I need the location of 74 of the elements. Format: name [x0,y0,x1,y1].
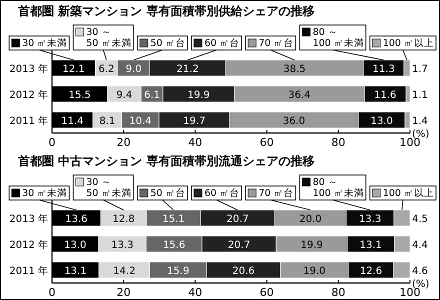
y-tick-label: 2011 年 [9,115,48,127]
data-label: 11.6 [374,90,396,101]
data-label: 14.2 [113,266,136,277]
data-label: 21.2 [176,64,199,75]
x-tick-label: 40 [188,136,202,149]
data-label: 11.4 [61,116,84,127]
data-label: 6.2 [98,64,114,75]
data-label: 15.6 [162,240,186,251]
data-label: 13.1 [64,266,87,277]
data-label: 38.5 [283,64,306,75]
data-label: 1.7 [412,64,428,75]
data-label: 13.6 [65,214,88,225]
data-label: 9.4 [116,90,132,101]
legend-label: 100 ㎡以上 [382,37,434,49]
y-tick-label: 2013 年 [9,213,48,225]
legend-label: 30 ㎡未満 [22,37,68,49]
data-label: 13.1 [360,240,382,251]
data-label: 9.0 [126,64,142,75]
legend-label: 30 ～ 50 ㎡未満 [86,177,132,199]
x-tick-label: 60 [260,136,274,149]
data-label: 36.4 [288,90,311,101]
data-label: 20.6 [232,266,255,277]
data-label: 6.1 [144,90,160,101]
chart-title: 首都圏 新築マンション 専有面積帯別供給シェアの推移 [17,4,314,18]
chart-title: 首都圏 中古マンション 専有面積帯別流通シェアの推移 [17,154,314,168]
y-tick-label: 2013 年 [9,63,48,75]
legend-label: 50 ㎡台 [150,187,186,199]
y-tick-label: 2012 年 [9,239,48,251]
data-label: 20.0 [299,214,322,225]
data-label: 19.9 [300,240,323,251]
data-label: 15.9 [167,266,190,277]
x-tick-label: 0 [48,136,56,149]
data-label: 4.6 [412,266,428,277]
data-label: 36.0 [282,116,306,127]
x-tick-label: 20 [116,286,131,299]
legend-label: 70 ㎡台 [258,187,294,199]
data-label: 20.7 [226,214,249,225]
data-label: 15.5 [68,90,91,101]
data-label: 13.3 [358,214,382,225]
data-label: 12.8 [112,214,135,225]
data-label: 13.0 [370,116,393,127]
data-label: 1.1 [412,90,428,101]
y-tick-label: 2011 年 [9,265,48,277]
x-tick-label: 40 [188,286,202,299]
data-label: 13.3 [111,240,134,251]
data-label: 4.4 [412,240,428,251]
legend-label: 50 ㎡台 [150,37,186,49]
y-tick-label: 2012 年 [9,89,48,101]
data-label: 19.9 [187,90,210,101]
data-label: 12.6 [360,266,382,277]
data-label: 12.1 [62,64,85,75]
legend-label: 100 ㎡以上 [382,187,434,199]
data-label: 13.0 [64,240,86,251]
x-tick-label: 80 [331,136,346,149]
data-label: 19.7 [183,116,206,127]
data-label: 4.5 [412,214,428,225]
data-label: 15.1 [162,214,185,225]
legend-label: 80 ～ 100 ㎡未満 [312,177,364,199]
legend-label: 70 ㎡台 [258,37,294,49]
data-label: 1.4 [412,116,428,127]
data-label: 20.7 [228,240,250,251]
data-label: 11.3 [372,64,395,75]
x-tick-label: 0 [48,286,56,299]
legend-label: 60 ㎡台 [204,187,240,199]
data-label: 19.0 [303,266,326,277]
x-tick-label: 60 [260,286,274,299]
legend-label: 80 ～ 100 ㎡未満 [312,27,364,49]
x-tick-label: 20 [116,136,131,149]
x-tick-label: 80 [331,286,346,299]
legend-label: 30 ㎡未満 [22,187,68,199]
data-label: 10.4 [129,116,152,127]
legend-label: 60 ㎡台 [204,37,240,49]
legend-label: 30 ～ 50 ㎡未満 [86,27,132,49]
data-label: 8.1 [99,116,116,127]
